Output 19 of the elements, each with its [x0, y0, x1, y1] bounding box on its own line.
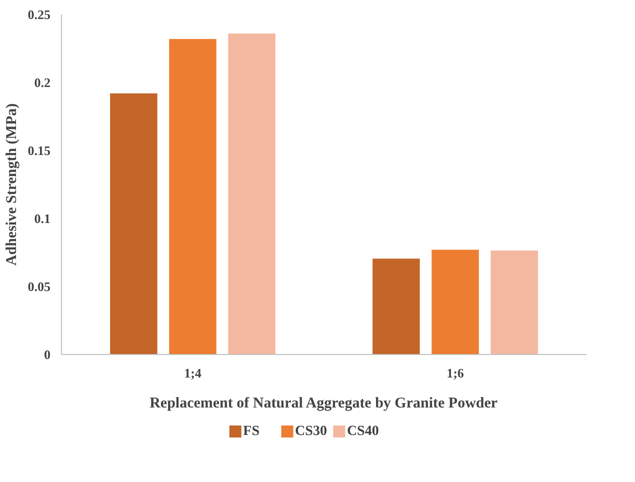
- bar: [110, 93, 158, 354]
- y-tick-label: 0.1: [34, 211, 50, 226]
- y-tick-label: 0.25: [28, 7, 51, 22]
- legend-label: FS: [243, 424, 260, 439]
- bar: [228, 34, 276, 354]
- bar: [490, 250, 538, 354]
- y-tick-label: 0.2: [34, 75, 50, 90]
- bar: [372, 258, 420, 354]
- legend-label: CS40: [346, 424, 379, 439]
- legend-label: CS30: [295, 424, 327, 439]
- bar: [432, 250, 479, 354]
- bar: [169, 38, 216, 354]
- x-tick-label: 1;6: [446, 366, 464, 380]
- y-tick-label: 0: [44, 347, 50, 362]
- x-tick-label: 1;4: [184, 366, 202, 380]
- y-tick-label: 0.15: [28, 143, 51, 158]
- y-axis-title: Adhesive Strength (MPa): [4, 103, 20, 266]
- y-tick-label: 0.05: [28, 279, 51, 294]
- x-axis-title: Replacement of Natural Aggregate by Granite Powder: [150, 396, 498, 412]
